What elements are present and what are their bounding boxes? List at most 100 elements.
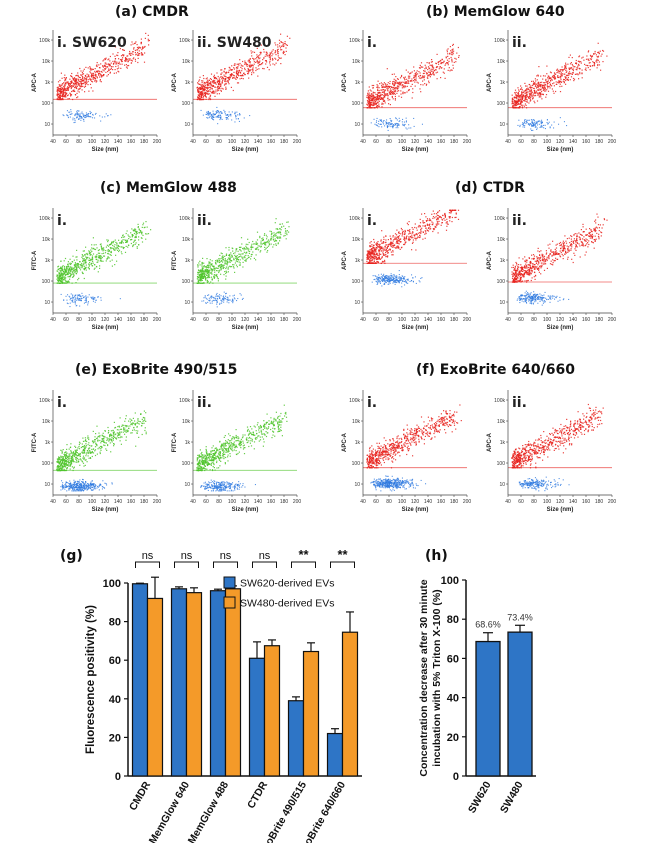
negative-event [212, 118, 214, 120]
positive-event [367, 92, 369, 94]
positive-event [199, 93, 201, 95]
positive-event [240, 64, 242, 66]
positive-event [226, 260, 228, 263]
positive-event [538, 89, 540, 91]
positive-event [422, 77, 424, 79]
positive-event [110, 254, 112, 256]
positive-event [214, 271, 216, 273]
positive-event [407, 89, 410, 92]
positive-event [213, 79, 215, 81]
positive-event [72, 79, 74, 81]
positive-event [200, 280, 202, 282]
positive-event [413, 235, 416, 237]
positive-event [58, 96, 60, 98]
positive-event [134, 51, 136, 54]
positive-event [239, 264, 241, 266]
positive-event [512, 102, 514, 105]
positive-event [225, 278, 227, 280]
positive-event [584, 63, 586, 65]
negative-event [230, 113, 232, 115]
positive-event [375, 93, 377, 95]
positive-event [247, 257, 250, 259]
positive-event [285, 44, 287, 46]
negative-event [94, 113, 96, 115]
positive-event [225, 270, 227, 272]
positive-event [61, 277, 63, 279]
positive-event [532, 95, 534, 97]
positive-event [259, 51, 261, 54]
negative-event [66, 110, 68, 112]
positive-event [92, 253, 95, 255]
positive-event [376, 105, 378, 108]
positive-event [517, 100, 519, 102]
positive-event [272, 239, 275, 241]
positive-event [404, 85, 406, 87]
positive-event [407, 79, 409, 81]
positive-event [201, 278, 203, 280]
positive-event [211, 260, 213, 262]
positive-event [65, 274, 67, 276]
positive-event [202, 86, 204, 88]
positive-event [578, 63, 580, 65]
positive-event [234, 77, 236, 79]
panel-h-title: (h) [425, 548, 448, 564]
positive-event [264, 243, 266, 245]
negative-event [105, 113, 107, 115]
positive-event [132, 53, 134, 56]
positive-event [67, 82, 69, 84]
x-tick-label: 60 [63, 139, 69, 145]
negative-event [60, 293, 62, 295]
positive-event [272, 59, 274, 61]
positive-event [575, 73, 578, 75]
negative-event [377, 281, 379, 283]
positive-event [524, 103, 526, 105]
positive-event [447, 69, 449, 71]
positive-event [214, 92, 216, 94]
positive-event [565, 83, 567, 85]
positive-event [82, 250, 84, 252]
positive-event [575, 68, 577, 71]
positive-event [401, 81, 403, 83]
positive-event [373, 102, 375, 104]
positive-event [74, 78, 76, 80]
positive-event [197, 91, 199, 93]
negative-event [212, 114, 214, 116]
positive-event [103, 255, 105, 257]
positive-event [118, 249, 121, 251]
negative-event [232, 299, 234, 301]
positive-event [384, 254, 386, 256]
negative-event [210, 295, 212, 297]
positive-event [73, 270, 75, 272]
positive-event [580, 62, 582, 64]
positive-event [199, 270, 201, 272]
positive-event [87, 254, 89, 256]
negative-event [522, 124, 524, 126]
positive-event [275, 62, 277, 64]
negative-event [390, 277, 392, 279]
positive-event [91, 81, 94, 83]
positive-event [131, 52, 133, 54]
negative-event [389, 282, 391, 284]
positive-event [589, 69, 591, 71]
negative-event [240, 294, 242, 296]
positive-event [125, 64, 127, 66]
positive-event [200, 93, 202, 95]
positive-event [92, 73, 94, 75]
positive-event [221, 81, 223, 83]
positive-event [394, 79, 397, 81]
positive-event [248, 65, 250, 67]
positive-event [61, 266, 64, 268]
negative-event [87, 296, 89, 298]
positive-event [57, 88, 59, 90]
positive-event [208, 82, 211, 84]
negative-event [401, 286, 403, 288]
positive-event [70, 87, 72, 89]
negative-event [387, 123, 389, 125]
positive-event [375, 98, 377, 100]
positive-event [57, 81, 60, 83]
positive-event [280, 33, 282, 35]
positive-event [85, 269, 87, 271]
negative-event [211, 300, 213, 302]
negative-event [208, 114, 210, 116]
